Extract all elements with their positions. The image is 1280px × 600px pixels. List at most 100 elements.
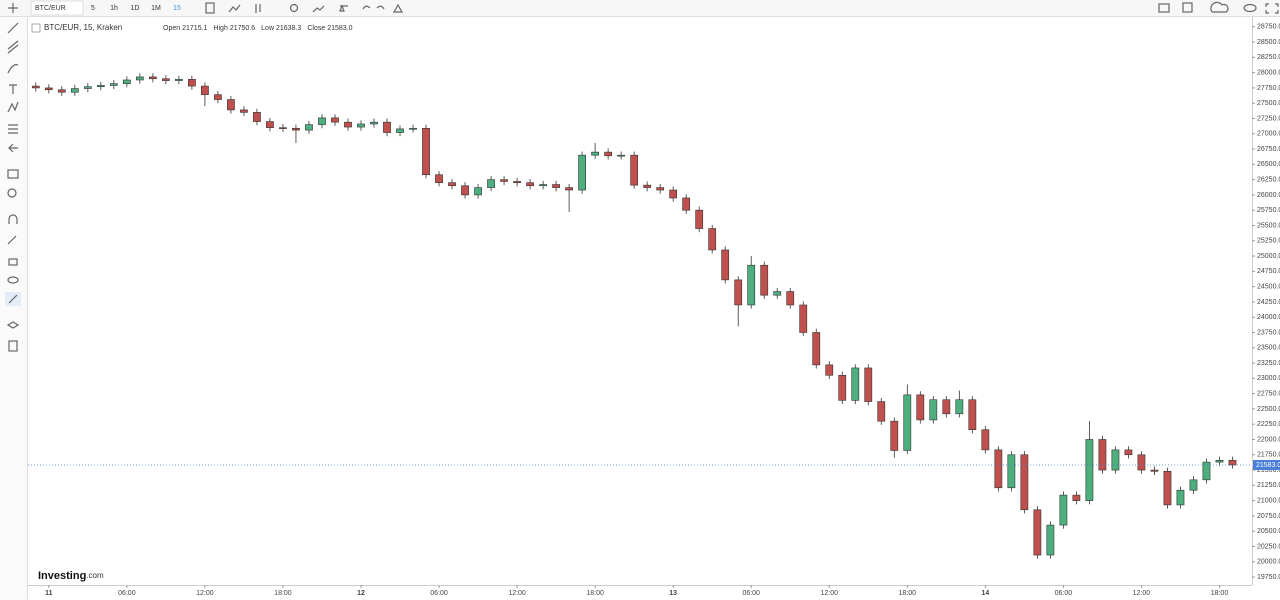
back-tool[interactable] <box>8 143 18 153</box>
last-price-label: 21583.0 <box>1256 462 1280 469</box>
ohlc-value: 21750.6 <box>230 25 255 32</box>
indicator-icon[interactable] <box>228 4 241 13</box>
lock-tool[interactable] <box>8 258 18 266</box>
candle-body <box>57 89 66 93</box>
candle-body <box>786 291 795 306</box>
symbol[interactable]: BTC/EUR <box>35 5 66 12</box>
cross-tool[interactable] <box>8 3 18 13</box>
collapse-box[interactable] <box>31 23 41 33</box>
zoom-tool[interactable] <box>7 188 17 198</box>
undo-icon[interactable] <box>362 5 371 10</box>
candle-body <box>513 181 521 183</box>
stay-tool[interactable] <box>7 235 17 245</box>
cloud-icon[interactable] <box>1210 1 1229 13</box>
interval-group: 5 1h 1D 1M 15 <box>91 5 181 12</box>
candle-body <box>135 76 144 81</box>
candle-body <box>747 264 756 306</box>
last-price-box <box>1253 459 1280 470</box>
x-tick-label: 18:00 <box>899 590 917 597</box>
pitchfork-tool[interactable] <box>7 40 19 54</box>
redo-icon[interactable] <box>376 5 385 10</box>
compare-icon[interactable] <box>255 4 261 13</box>
x-tick-label: 12:00 <box>508 590 526 597</box>
candle-body <box>227 99 235 111</box>
y-tick-label: 22250.0 <box>1257 421 1280 428</box>
hide-tool[interactable] <box>7 276 19 284</box>
y-tick-label: 19750.0 <box>1257 574 1280 581</box>
candle-body <box>578 154 586 191</box>
y-tick-label: 27250.0 <box>1257 115 1280 122</box>
candle-body <box>1098 439 1107 471</box>
candle-body <box>1189 479 1198 491</box>
y-tick-label: 28750.0 <box>1257 24 1280 31</box>
y-tick-label: 22750.0 <box>1257 390 1280 397</box>
candle-body <box>890 420 899 451</box>
alert-icon[interactable] <box>339 4 348 12</box>
pattern-tool[interactable] <box>7 101 19 113</box>
publish-icon[interactable] <box>392 3 404 13</box>
candle-body <box>318 117 326 125</box>
text-tool[interactable] <box>9 84 17 94</box>
symbol-box[interactable] <box>30 0 84 16</box>
x-tick-label: 13 <box>669 590 677 597</box>
layers-tool[interactable] <box>6 321 20 329</box>
candle-body <box>877 401 886 422</box>
candle-body <box>109 83 118 86</box>
x-tick-label: 11 <box>45 590 53 597</box>
candle-body <box>1111 449 1120 471</box>
y-tick-label: 20250.0 <box>1257 543 1280 550</box>
trash-tool[interactable] <box>8 340 18 352</box>
candle-body <box>474 187 482 196</box>
candle-body <box>734 279 743 306</box>
candle-body <box>396 128 404 133</box>
interval-button[interactable]: 1h <box>110 5 118 12</box>
candle-body <box>344 121 352 128</box>
fib-tool[interactable] <box>8 124 18 134</box>
candle-body <box>253 112 261 122</box>
candle-body <box>721 249 730 281</box>
candle-body <box>1033 509 1042 556</box>
ohlc-item: Close 21583.0 <box>307 25 352 32</box>
candle-body <box>1072 494 1081 501</box>
candle-body <box>643 184 652 188</box>
interval-button[interactable]: 1D <box>131 5 140 12</box>
measure-tool[interactable] <box>7 169 19 179</box>
y-tick-label: 24000.0 <box>1257 314 1280 321</box>
x-tick-label: 18:00 <box>1211 590 1229 597</box>
y-tick-label: 28000.0 <box>1257 69 1280 76</box>
interval-button[interactable]: 1M <box>151 5 161 12</box>
candle-body <box>44 87 53 91</box>
line-tool[interactable] <box>7 22 19 34</box>
candle-body <box>617 154 626 157</box>
y-tick-label: 20000.0 <box>1257 559 1280 566</box>
camera-icon[interactable] <box>1158 3 1170 13</box>
candle-body <box>929 399 938 421</box>
y-tick-label: 24500.0 <box>1257 283 1280 290</box>
candle-body <box>630 154 639 186</box>
fullscreen-icon[interactable] <box>1265 3 1279 14</box>
x-tick-label: 06:00 <box>1055 590 1073 597</box>
y-tick-label: 28250.0 <box>1257 54 1280 61</box>
candle-body <box>266 121 274 128</box>
magnet-tool[interactable] <box>8 214 18 224</box>
template-icon[interactable] <box>312 5 325 13</box>
candle-body <box>968 399 977 431</box>
link-tool[interactable] <box>8 294 18 304</box>
candle-body <box>201 85 209 95</box>
settings-icon[interactable] <box>289 3 299 13</box>
candle-body <box>955 399 964 415</box>
interval-button[interactable]: 15 <box>173 5 181 12</box>
candle-body <box>994 449 1003 489</box>
x-tick-label: 14 <box>981 590 989 597</box>
candle-body <box>1020 454 1029 511</box>
eye-icon[interactable] <box>1243 3 1257 13</box>
candle-body <box>773 291 782 296</box>
brush-tool[interactable] <box>7 64 19 74</box>
y-tick-label: 25000.0 <box>1257 253 1280 260</box>
ohlc-item: High 21750.6 <box>213 25 255 32</box>
candle-body <box>279 127 287 129</box>
candle-body <box>305 124 313 131</box>
layout-icon[interactable] <box>1182 2 1193 13</box>
interval-button[interactable]: 5 <box>91 5 95 12</box>
candle-icon[interactable] <box>205 2 215 14</box>
